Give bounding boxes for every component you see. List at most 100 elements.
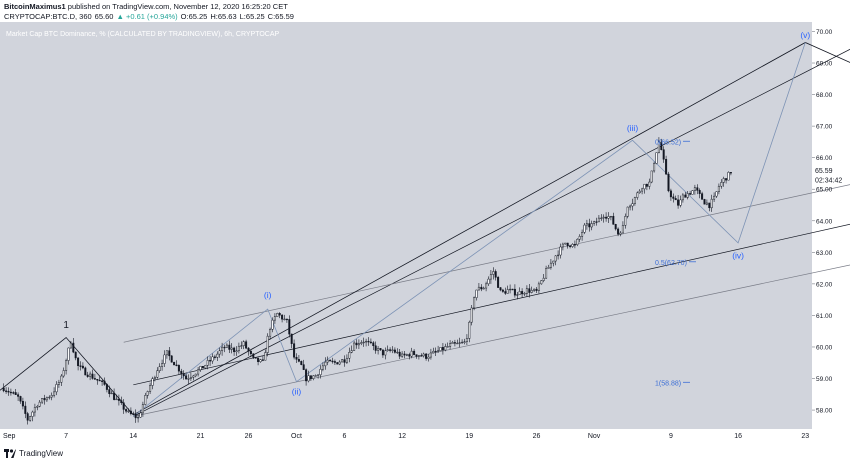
candle-body [384, 350, 387, 356]
candle-body [535, 288, 538, 291]
candle-body [89, 373, 92, 377]
candle-body [156, 370, 159, 378]
candle-body [79, 365, 82, 367]
author-name[interactable]: BitcoinMaximus1 [4, 2, 66, 11]
candle-body [444, 346, 447, 351]
candle-body [223, 346, 226, 349]
candle-body [701, 193, 704, 200]
candle-body [465, 338, 468, 343]
candle-body [643, 183, 646, 190]
channel-line-1[interactable] [123, 180, 850, 343]
candle-body [185, 375, 188, 380]
candle-body [516, 294, 519, 296]
candle-body [590, 223, 593, 228]
candle-body [537, 283, 540, 291]
candle-body [314, 375, 317, 377]
candle-body [564, 242, 567, 245]
candle-body [667, 173, 670, 192]
candle-body [456, 342, 459, 345]
candle-body [110, 392, 113, 395]
candle-body [338, 361, 341, 365]
candle-body [501, 289, 504, 292]
candle-body [365, 340, 368, 343]
candle-body [458, 342, 461, 344]
candle-body [141, 404, 144, 414]
candle-body [281, 314, 284, 320]
candle-body [333, 361, 336, 363]
candle-body [391, 349, 394, 351]
candle-body [60, 375, 63, 383]
candle-body [31, 411, 34, 417]
candle-body [55, 384, 58, 393]
candle-body [254, 357, 257, 359]
candle-body [585, 223, 588, 226]
candle-body [581, 232, 584, 237]
candle-body [669, 190, 672, 198]
countdown-label: 02:34:42 [815, 178, 842, 185]
time-scale[interactable] [0, 429, 850, 444]
footer-brand[interactable]: TradingView [19, 449, 64, 458]
candle-body [725, 178, 728, 181]
candle-body [218, 350, 221, 355]
candle-body [288, 319, 291, 335]
candle-body [552, 260, 555, 264]
price-tick-label: 68.00 [816, 92, 833, 99]
candle-body [420, 355, 423, 357]
candle-body [533, 288, 536, 291]
candle-body [720, 182, 723, 187]
wave-path-1[interactable] [133, 42, 806, 417]
candle-body [317, 374, 320, 376]
channel-line-0[interactable] [133, 38, 850, 417]
candle-body [473, 297, 476, 309]
candle-body [161, 363, 164, 367]
candle-body [189, 377, 192, 379]
candle-body [710, 198, 713, 209]
candle-body [345, 357, 348, 363]
price-chart[interactable]: Market Cap BTC Dominance, % (CALCULATED … [0, 22, 850, 444]
candle-body [549, 262, 552, 268]
candle-body [329, 359, 332, 362]
candle-body [211, 356, 214, 362]
candle-body [43, 398, 46, 401]
candle-body [677, 199, 680, 206]
candle-body [343, 359, 346, 363]
candle-body [362, 341, 365, 344]
candle-body [408, 354, 411, 357]
candle-body [513, 288, 516, 296]
channel-line-3[interactable] [133, 260, 850, 417]
candle-body [679, 199, 682, 206]
candle-body [259, 359, 262, 363]
candle-body [5, 390, 8, 392]
candle-body [482, 287, 485, 290]
candle-body [129, 410, 132, 414]
candle-body [197, 369, 200, 375]
candle-body [617, 228, 620, 235]
candle-body [245, 341, 248, 349]
chart-plot-area[interactable] [0, 22, 812, 429]
wave-label-0: 1 [63, 320, 69, 331]
candle-body [369, 341, 372, 344]
candle-body [273, 316, 276, 321]
candle-body [729, 172, 732, 174]
price-tick-label: 67.00 [816, 124, 833, 131]
candle-body [120, 400, 123, 404]
candle-body [264, 352, 267, 361]
candle-body [708, 202, 711, 209]
price-tick-label: 60.00 [816, 344, 833, 351]
last-price-label: 65.59 [815, 168, 833, 175]
candle-body [621, 225, 624, 234]
candle-body [372, 342, 375, 347]
candle-body [302, 364, 305, 370]
price-tick-label: 65.00 [816, 187, 833, 194]
tradingview-logo-icon [4, 449, 16, 458]
candle-body [396, 351, 399, 354]
candle-body [319, 368, 322, 376]
candle-body [53, 391, 56, 396]
candle-body [653, 163, 656, 172]
candle-body [674, 198, 677, 201]
candle-body [84, 367, 87, 376]
candle-body [182, 373, 185, 377]
candle-body [691, 190, 694, 195]
candle-body [492, 271, 495, 275]
fib-level-label-0: 0(66.52) [655, 139, 681, 146]
